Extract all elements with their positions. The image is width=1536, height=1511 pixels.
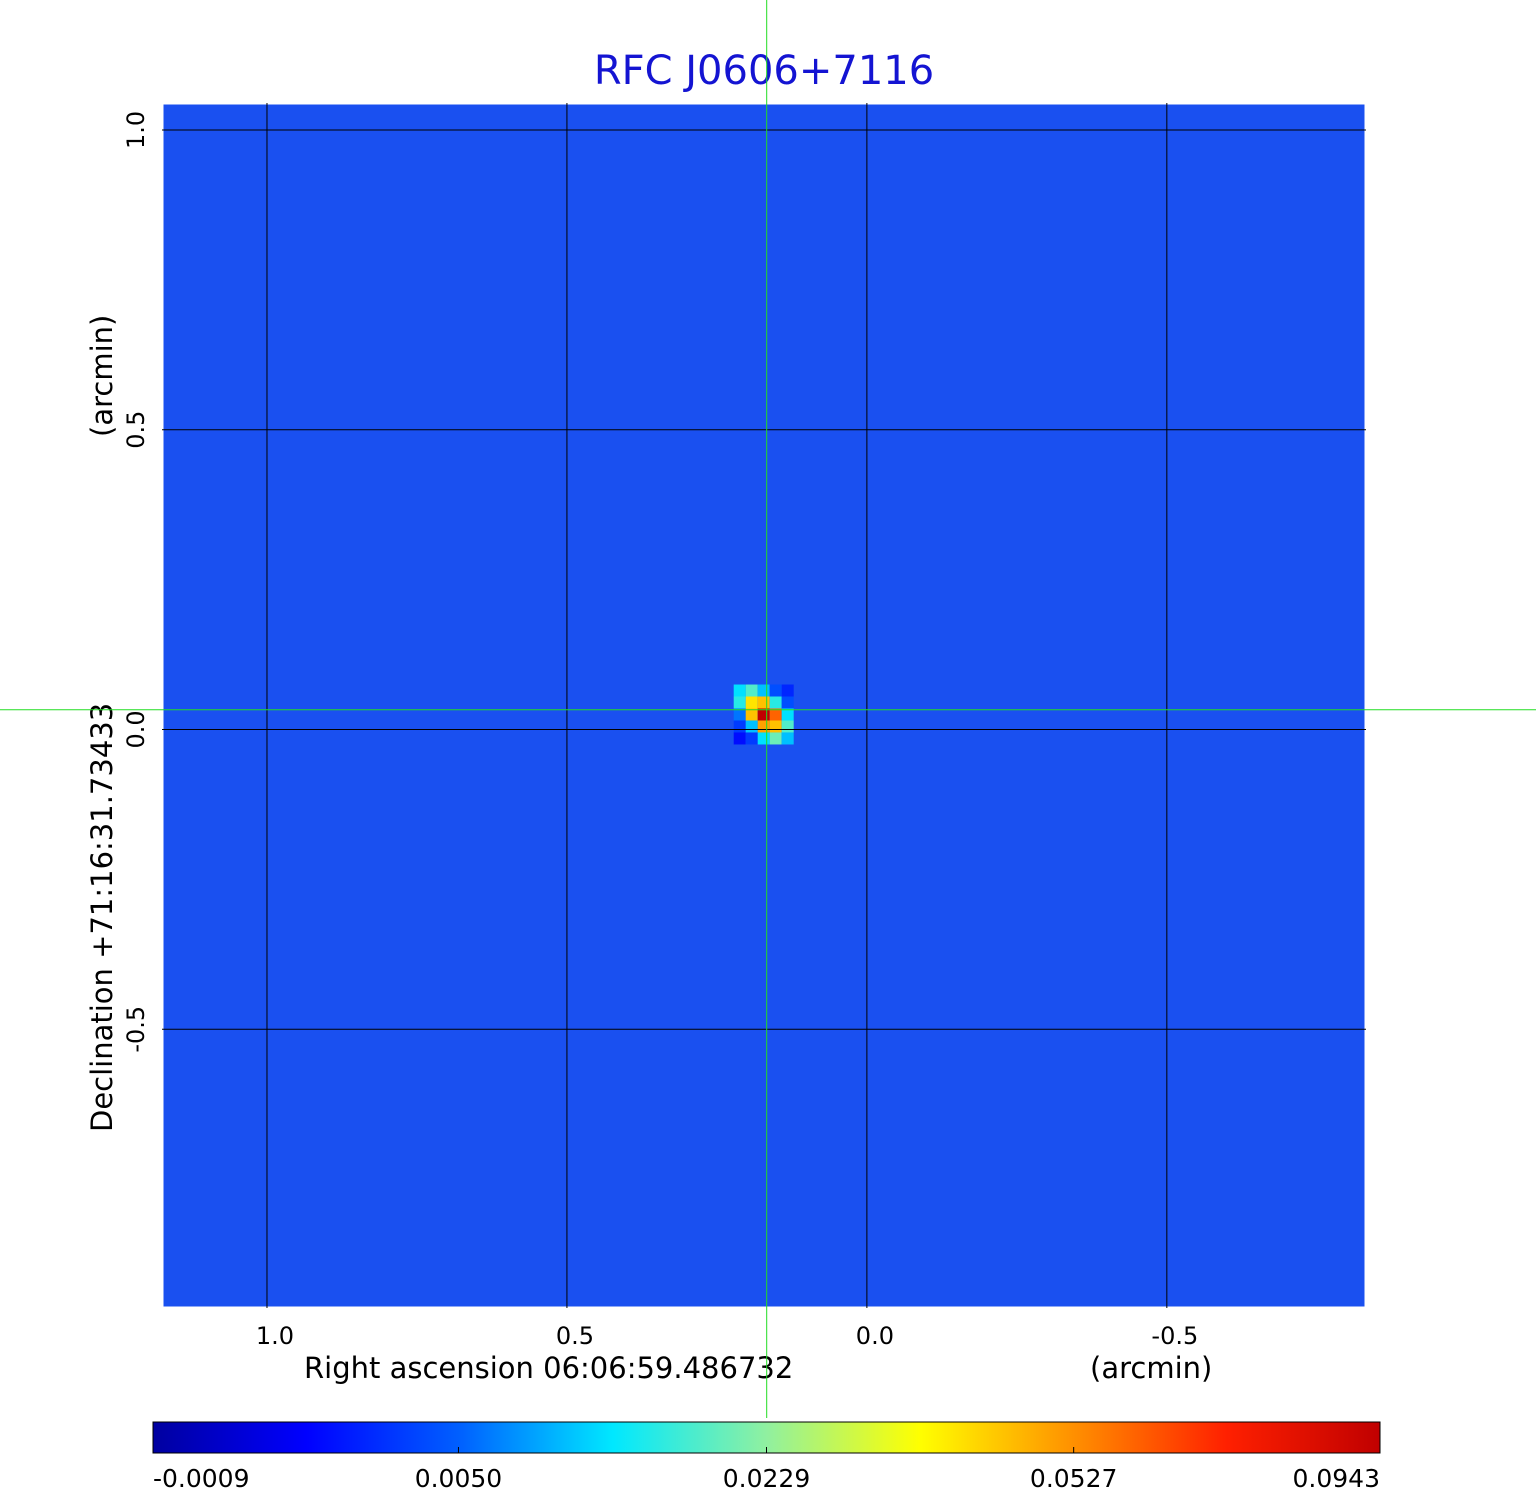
colorbar-tick-label: -0.0009 (153, 1464, 250, 1493)
x-tick-label: 0.5 (556, 1322, 594, 1350)
y-tick-label: 1.0 (122, 111, 150, 149)
pixel (769, 720, 782, 733)
pixel (733, 696, 746, 709)
pixel (733, 732, 746, 745)
pixel (769, 732, 782, 745)
chart-title: RFC J0606+7116 (594, 48, 934, 94)
pixel (745, 684, 758, 697)
image-pixels (733, 684, 794, 745)
grid (162, 103, 1366, 1308)
x-tick-label: 0.0 (856, 1322, 894, 1350)
x-tick-label: -0.5 (1151, 1322, 1198, 1350)
colorbar-tick-label: 0.0050 (415, 1464, 502, 1493)
pixel (757, 732, 770, 745)
y-tick-label: 0.5 (122, 411, 150, 449)
pixel (745, 732, 758, 745)
pixel (769, 708, 782, 721)
x-axis-label: Right ascension 06:06:59.486732 (304, 1351, 793, 1385)
pixel (733, 720, 746, 733)
pixel (745, 696, 758, 709)
pixel (757, 720, 770, 733)
colorbar-tick-label: 0.0527 (1030, 1464, 1117, 1493)
pixel (769, 684, 782, 697)
pixel (757, 684, 770, 697)
colorbar-tick-label: 0.0943 (1293, 1464, 1380, 1493)
pixel (781, 684, 794, 697)
pixel (769, 696, 782, 709)
pixel (781, 708, 794, 721)
pixel (757, 708, 770, 721)
pixel (733, 708, 746, 721)
pixel (781, 720, 794, 733)
x-tick-label: 1.0 (256, 1322, 294, 1350)
pixel (781, 696, 794, 709)
pixel (781, 732, 794, 745)
pixel (745, 720, 758, 733)
x-axis-unit: (arcmin) (1090, 1351, 1212, 1385)
y-axis-label: Declination +71:16:31.73433 (85, 703, 119, 1132)
colorbar-tick-label: 0.0229 (723, 1464, 810, 1493)
pixel (733, 684, 746, 697)
pixel (745, 708, 758, 721)
y-axis-unit: (arcmin) (85, 315, 119, 437)
y-tick-label: 0.0 (122, 710, 150, 748)
y-tick-label: -0.5 (122, 1006, 150, 1053)
pixel (757, 696, 770, 709)
